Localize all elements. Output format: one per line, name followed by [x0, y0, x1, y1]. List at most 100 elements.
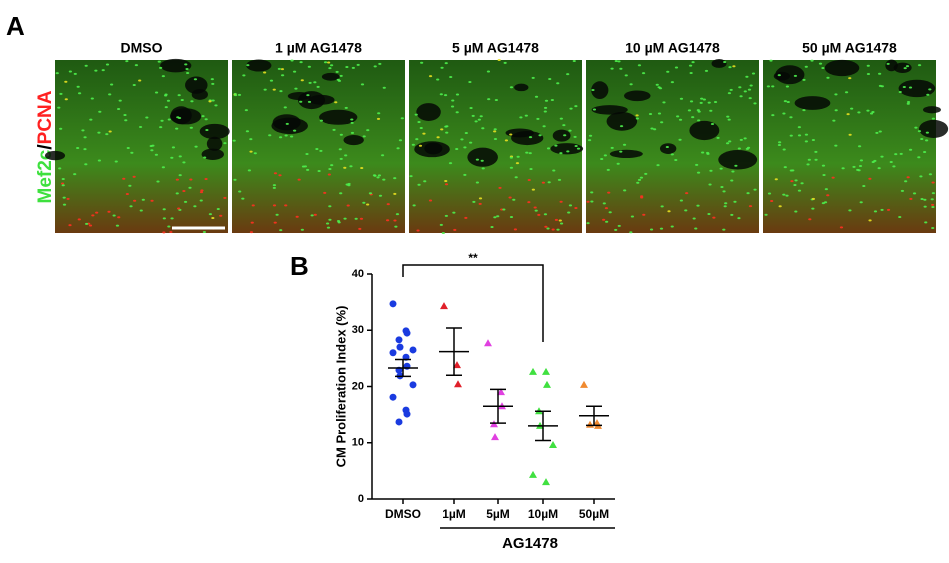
- nucleus: [55, 72, 59, 75]
- nucleus: [339, 133, 343, 136]
- nucleus: [177, 94, 181, 97]
- nucleus: [366, 129, 370, 132]
- nucleus: [150, 149, 154, 152]
- image-title: 5 µM AG1478: [452, 40, 539, 56]
- nucleus: [338, 148, 342, 151]
- nucleus: [126, 147, 130, 150]
- nucleus: [689, 72, 693, 75]
- nucleus: [199, 199, 203, 202]
- y-tick-label: 10: [352, 437, 364, 449]
- nucleus: [604, 207, 609, 210]
- nucleus: [306, 94, 310, 97]
- nucleus: [807, 158, 811, 161]
- nucleus: [474, 120, 478, 123]
- nucleus: [743, 90, 747, 93]
- nucleus: [509, 166, 514, 169]
- nucleus: [705, 151, 710, 154]
- nucleus: [667, 210, 671, 213]
- nucleus: [767, 192, 772, 195]
- nucleus: [811, 138, 816, 141]
- nucleus: [343, 166, 347, 169]
- nucleus: [269, 79, 274, 82]
- nucleus: [839, 226, 844, 229]
- nucleus: [346, 204, 350, 207]
- gap: [591, 105, 628, 115]
- nucleus: [313, 213, 317, 216]
- nucleus: [804, 65, 808, 68]
- nucleus: [753, 102, 757, 105]
- nucleus: [509, 133, 513, 136]
- nucleus: [637, 64, 642, 67]
- nucleus: [928, 88, 932, 91]
- nucleus: [245, 130, 250, 133]
- nucleus: [154, 91, 159, 94]
- nucleus: [249, 231, 254, 234]
- nucleus: [351, 66, 355, 69]
- nucleus: [292, 129, 297, 132]
- nucleus: [908, 148, 913, 151]
- nucleus: [629, 231, 633, 234]
- nucleus: [587, 139, 592, 142]
- nucleus: [624, 74, 628, 77]
- nucleus: [857, 145, 862, 148]
- nucleus: [862, 184, 866, 187]
- nucleus: [700, 97, 704, 100]
- nucleus: [771, 114, 775, 117]
- nucleus: [326, 226, 331, 229]
- nucleus: [894, 153, 898, 156]
- data-point: [389, 393, 397, 401]
- gap: [271, 117, 308, 134]
- nucleus: [574, 105, 578, 108]
- nucleus: [95, 211, 99, 214]
- nucleus: [556, 228, 560, 231]
- gap: [775, 65, 805, 85]
- nucleus: [720, 186, 724, 189]
- nucleus: [182, 161, 186, 164]
- nucleus: [62, 196, 66, 199]
- nucleus: [527, 178, 531, 181]
- nucleus: [349, 165, 353, 168]
- error-bar: [395, 358, 411, 378]
- nucleus: [439, 93, 443, 96]
- nucleus: [279, 229, 283, 232]
- nucleus: [373, 65, 377, 68]
- nucleus: [674, 66, 679, 69]
- nucleus: [831, 176, 835, 179]
- nucleus: [804, 140, 808, 143]
- nucleus: [504, 139, 509, 142]
- data-point: [497, 388, 505, 396]
- nucleus: [694, 227, 698, 230]
- nucleus: [444, 214, 448, 217]
- nucleus: [162, 208, 166, 211]
- nucleus: [307, 65, 311, 68]
- nucleus: [247, 169, 251, 172]
- nucleus: [223, 142, 227, 145]
- nucleus: [729, 88, 733, 91]
- nucleus: [738, 86, 742, 89]
- nucleus: [656, 164, 660, 167]
- nucleus: [329, 64, 334, 67]
- nucleus: [475, 158, 480, 161]
- nucleus: [373, 174, 377, 177]
- nucleus: [201, 115, 205, 118]
- nucleus: [423, 180, 427, 183]
- nucleus: [727, 118, 731, 121]
- nucleus: [382, 178, 386, 181]
- nucleus: [284, 204, 288, 207]
- nucleus: [211, 99, 215, 102]
- nucleus: [923, 205, 927, 208]
- nucleus: [509, 215, 514, 218]
- nucleus: [701, 151, 705, 154]
- nucleus: [904, 180, 908, 183]
- nucleus: [878, 84, 883, 87]
- nucleus: [573, 135, 577, 138]
- nucleus: [691, 61, 695, 64]
- nucleus: [418, 144, 423, 147]
- nucleus: [428, 75, 433, 78]
- gap: [206, 136, 223, 151]
- nucleus: [133, 199, 137, 202]
- nucleus: [783, 166, 787, 169]
- x-tick-label: DMSO: [385, 507, 421, 521]
- nucleus: [436, 78, 440, 81]
- nucleus: [848, 77, 852, 80]
